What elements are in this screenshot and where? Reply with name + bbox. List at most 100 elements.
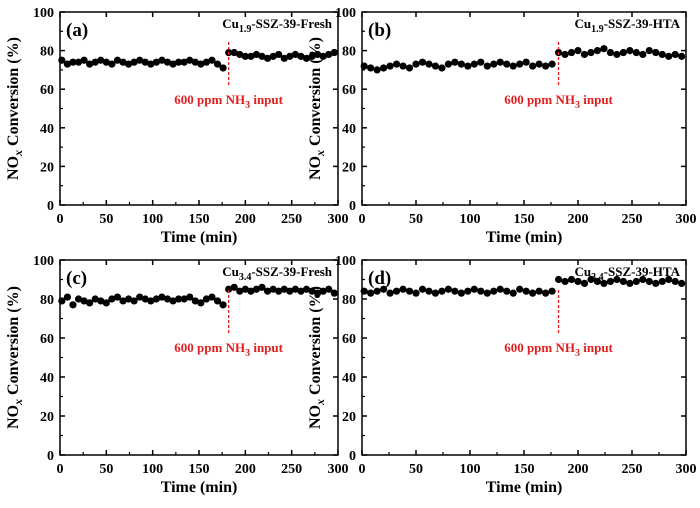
panel-label: (c) <box>66 268 87 289</box>
annotation-label: 600 ppm NH3 input <box>174 92 283 111</box>
annotation-label: 600 ppm NH3 input <box>504 340 613 359</box>
data-point <box>247 287 255 295</box>
data-point <box>169 60 177 68</box>
data-point <box>74 58 83 66</box>
data-point <box>80 297 88 305</box>
x-tick-label: 100 <box>460 462 481 477</box>
data-point <box>386 62 394 70</box>
x-tick-label: 150 <box>514 462 535 477</box>
series-name-suffix: -SSZ-39-HTA <box>604 264 681 279</box>
data-point <box>241 52 249 60</box>
plot-frame <box>59 11 339 206</box>
data-point <box>600 45 608 53</box>
y-tick-label: 20 <box>40 160 54 175</box>
x-tick-label: 50 <box>409 462 423 477</box>
x-tick-label: 200 <box>568 462 589 477</box>
data-point <box>91 58 99 66</box>
data-point <box>658 50 666 59</box>
y-tick-label: 60 <box>342 83 356 98</box>
x-tick-label: 100 <box>142 212 163 227</box>
data-point <box>97 56 105 64</box>
data-point <box>147 297 155 305</box>
data-point <box>58 56 66 64</box>
x-tick-label: 300 <box>676 212 697 227</box>
y-tick-label: 80 <box>40 293 54 308</box>
data-point <box>490 287 498 295</box>
annotation-text-sub: 3 <box>245 348 250 359</box>
panel-label: (b) <box>368 20 391 41</box>
y-axis-title-sub: x <box>313 399 327 406</box>
annotation-text-sub: 3 <box>575 348 580 359</box>
data-point <box>80 56 88 64</box>
data-point <box>542 62 550 70</box>
data-point <box>308 52 316 60</box>
annotation-text-prefix: 600 ppm NH <box>174 92 245 107</box>
x-tick-label: 100 <box>460 212 481 227</box>
x-tick-label: 300 <box>676 462 697 477</box>
data-point <box>619 277 627 286</box>
series-name-prefix: Cu <box>222 16 239 31</box>
annotation-label: 600 ppm NH3 input <box>174 340 283 359</box>
data-point <box>202 58 211 66</box>
data-point <box>236 287 244 295</box>
data-point <box>671 50 679 59</box>
data-point <box>483 62 491 70</box>
x-tick-label: 200 <box>568 212 589 227</box>
data-point <box>425 60 433 68</box>
y-tick-label: 60 <box>40 332 54 347</box>
y-tick-label: 40 <box>40 122 54 137</box>
data-point <box>191 297 199 305</box>
x-axis-title: Time (min) <box>486 229 563 246</box>
data-point <box>457 289 465 297</box>
annotation-text-suffix: input <box>250 92 284 107</box>
data-point <box>180 295 188 303</box>
y-axis-title-suffix: Conversion (%) <box>307 286 324 399</box>
data-point <box>141 58 149 66</box>
data-point <box>451 58 459 66</box>
x-tick-label: 50 <box>409 212 423 227</box>
data-point <box>600 279 608 287</box>
data-point <box>509 62 517 70</box>
series-name-sub: 1.9 <box>591 24 604 35</box>
y-axis-title-suffix: Conversion (%) <box>5 37 22 150</box>
data-point <box>308 287 316 295</box>
data-point <box>197 60 205 68</box>
data-point <box>291 50 299 59</box>
data-point <box>444 60 452 68</box>
data-point <box>291 285 299 293</box>
y-axis-title-prefix: NO <box>307 405 324 429</box>
annotation-text-sub: 3 <box>245 100 250 111</box>
x-axis-title: Time (min) <box>486 479 563 496</box>
y-tick-label: 100 <box>33 6 54 21</box>
data-point <box>113 56 122 64</box>
data-point <box>399 62 407 70</box>
data-point <box>405 64 414 72</box>
data-point <box>269 285 277 293</box>
data-point <box>509 289 517 297</box>
data-point <box>380 64 388 72</box>
y-tick-label: 40 <box>40 371 54 386</box>
data-point <box>247 52 255 60</box>
data-point <box>208 56 216 64</box>
data-point <box>86 299 94 307</box>
data-point <box>665 275 673 284</box>
data-point <box>496 58 504 66</box>
series-name: Cu3.4-SSZ-39-Fresh <box>222 264 333 283</box>
x-axis-title: Time (min) <box>161 229 238 246</box>
y-axis-title-prefix: NO <box>5 156 22 180</box>
data-point <box>632 277 640 286</box>
series-name-suffix: -SSZ-39-HTA <box>604 16 681 31</box>
series-name: Cu3.4-SSZ-39-HTA <box>575 264 681 283</box>
data-point <box>314 50 322 59</box>
y-tick-label: 100 <box>335 254 356 269</box>
data-point <box>444 285 452 293</box>
data-point <box>219 301 227 309</box>
data-point <box>252 285 261 293</box>
data-point <box>503 287 511 295</box>
series-name-prefix: Cu <box>222 264 239 279</box>
data-point <box>325 285 333 293</box>
data-point <box>399 285 407 293</box>
data-point <box>367 64 375 72</box>
data-point <box>136 293 144 301</box>
data-point <box>554 275 563 284</box>
